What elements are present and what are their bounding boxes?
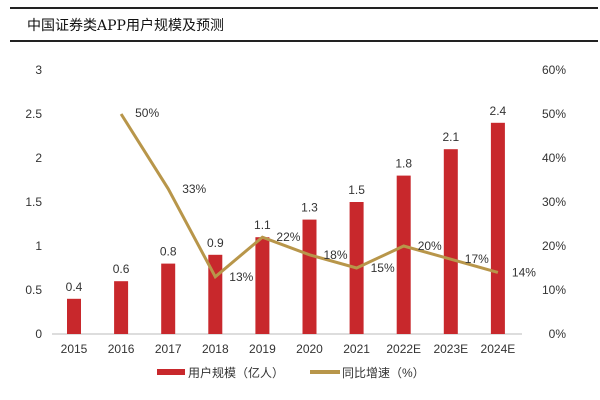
bar-data-label: 1.5 xyxy=(348,183,365,197)
legend-line-swatch xyxy=(310,370,340,374)
bar-data-label: 1.8 xyxy=(395,157,412,171)
x-tick-label: 2015 xyxy=(61,342,88,356)
bar-data-label: 1.1 xyxy=(254,218,271,232)
y-right-tick-label: 10% xyxy=(542,283,566,297)
x-tick-label: 2024E xyxy=(481,342,516,356)
y-right-tick-label: 0% xyxy=(549,327,567,341)
chart-title: 中国证券类APP用户规模及预测 xyxy=(27,18,224,34)
bar-data-label: 0.6 xyxy=(113,262,130,276)
y-right-tick-label: 40% xyxy=(542,151,566,165)
legend-bar-label: 用户规模（亿人） xyxy=(188,365,284,380)
x-tick-label: 2018 xyxy=(202,342,229,356)
x-tick-label: 2020 xyxy=(296,342,323,356)
y-left-tick-label: 1 xyxy=(35,239,42,253)
bar xyxy=(255,237,270,334)
bar-data-label: 2.4 xyxy=(490,104,507,118)
bar xyxy=(302,219,317,334)
bar xyxy=(161,263,176,334)
line-data-label: 50% xyxy=(135,106,159,120)
line-data-label: 14% xyxy=(512,265,536,279)
x-tick-label: 2019 xyxy=(249,342,276,356)
line-data-label: 20% xyxy=(418,239,442,253)
bar-data-label: 0.8 xyxy=(160,245,177,259)
line-data-label: 13% xyxy=(229,270,253,284)
y-left-tick-label: 3 xyxy=(35,63,42,77)
bar xyxy=(443,149,458,334)
top-rule xyxy=(10,7,598,9)
line-data-label: 18% xyxy=(324,248,348,262)
bar-data-label: 2.1 xyxy=(442,130,459,144)
x-tick-label: 2016 xyxy=(108,342,135,356)
x-tick-label: 2017 xyxy=(155,342,182,356)
line-data-label: 15% xyxy=(371,261,395,275)
x-tick-label: 2023E xyxy=(433,342,468,356)
y-left-tick-label: 0 xyxy=(35,327,42,341)
x-tick-label: 2022E xyxy=(386,342,421,356)
line-data-label: 22% xyxy=(276,230,300,244)
y-left-tick-label: 0.5 xyxy=(25,283,42,297)
bar xyxy=(490,122,505,334)
y-left-tick-label: 2 xyxy=(35,151,42,165)
growth-line xyxy=(119,113,499,280)
bar-data-label: 0.4 xyxy=(66,280,83,294)
title-rule xyxy=(10,40,598,42)
bar xyxy=(396,175,411,334)
bar xyxy=(114,281,129,334)
legend-bar-swatch xyxy=(157,369,185,375)
y-right-tick-label: 50% xyxy=(542,107,566,121)
line-data-label: 17% xyxy=(465,252,489,266)
line-data-label: 33% xyxy=(182,182,206,196)
y-right-tick-label: 60% xyxy=(542,63,566,77)
y-left-tick-label: 2.5 xyxy=(25,107,42,121)
y-right-tick-label: 20% xyxy=(542,239,566,253)
bar-data-label: 1.3 xyxy=(301,201,318,215)
x-tick-label: 2021 xyxy=(343,342,370,356)
y-left-tick-label: 1.5 xyxy=(25,195,42,209)
y-right-tick-label: 30% xyxy=(542,195,566,209)
bar-data-label: 0.9 xyxy=(207,236,224,250)
bar xyxy=(67,298,81,334)
legend-line-label: 同比增速（%） xyxy=(342,366,425,380)
